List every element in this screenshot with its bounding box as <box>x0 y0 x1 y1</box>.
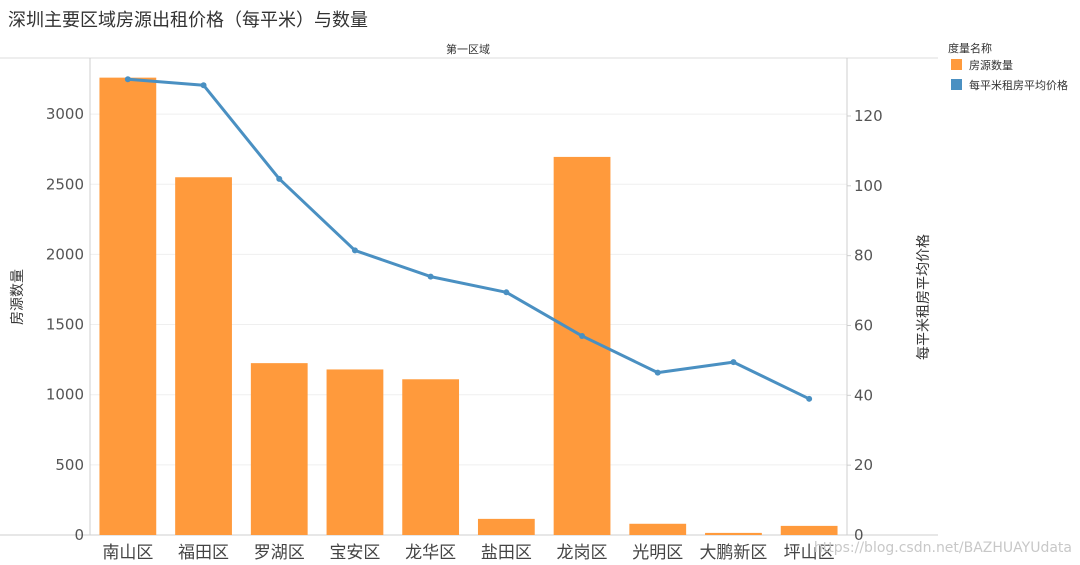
line-point <box>276 175 283 182</box>
bar <box>402 379 460 535</box>
y-tick-label: 2500 <box>46 175 84 193</box>
x-tick-label: 光明区 <box>632 543 683 563</box>
y-right-tick-label: 20 <box>854 456 873 474</box>
line-point <box>579 332 586 339</box>
y-tick-label: 500 <box>55 456 84 474</box>
y-right-tick-label: 0 <box>854 526 864 544</box>
right-axis-ticks: 0 20 40 60 80 100 120 <box>847 107 883 544</box>
line-point <box>730 359 737 366</box>
bar <box>250 363 308 535</box>
y-tick-label: 3000 <box>46 105 84 123</box>
legend: 度量名称 房源数量 每平米租房平均价格 <box>948 41 1068 92</box>
bar <box>175 177 232 535</box>
x-tick-label: 龙岗区 <box>557 543 608 563</box>
legend-swatch-line <box>951 79 962 90</box>
line-point <box>351 247 358 254</box>
price-line <box>127 77 810 401</box>
y-axis-title: 房源数量 <box>10 269 26 325</box>
left-axis-ticks: 0 500 1000 1500 2000 2500 3000 <box>46 105 84 544</box>
category-labels: 南山区 福田区 罗湖区 宝安区 龙华区 盐田区 龙岗区 光明区 大鹏新区 坪山区 <box>102 543 834 563</box>
x-tick-label: 坪山区 <box>784 543 835 563</box>
line-point <box>200 82 207 89</box>
line-point <box>503 289 510 296</box>
legend-label-bar: 房源数量 <box>969 58 1013 72</box>
watermark: https://blog.csdn.net/BAZHUAYUdata <box>814 540 1072 556</box>
x-tick-label: 龙华区 <box>405 543 456 563</box>
y-right-tick-label: 100 <box>854 177 883 195</box>
legend-label-line: 每平米租房平均价格 <box>969 78 1068 92</box>
x-tick-label: 罗湖区 <box>254 543 305 563</box>
y-tick-label: 1000 <box>46 386 84 404</box>
line-series <box>124 76 813 402</box>
legend-swatch-bar <box>951 59 962 70</box>
x-tick-label: 福田区 <box>178 543 229 563</box>
bar <box>780 525 838 535</box>
y-tick-label: 0 <box>74 526 84 544</box>
bar <box>705 532 762 535</box>
bar-series <box>99 77 838 535</box>
bar <box>99 77 157 535</box>
y-tick-label: 1500 <box>46 316 84 334</box>
x-tick-label: 盐田区 <box>481 543 532 563</box>
y-right-tick-label: 40 <box>854 386 873 404</box>
line-point <box>427 273 434 280</box>
y-axis-right-title: 每平米租房平均价格 <box>916 234 932 360</box>
y-tick-label: 2000 <box>46 245 84 263</box>
x-tick-label: 南山区 <box>102 543 153 563</box>
x-tick-label: 大鹏新区 <box>699 543 767 563</box>
line-point <box>124 76 131 83</box>
legend-title: 度量名称 <box>948 41 992 55</box>
bar <box>629 523 687 535</box>
line-point <box>806 395 813 402</box>
line-point <box>654 369 661 376</box>
y-right-tick-label: 80 <box>854 247 873 265</box>
bar <box>477 518 535 535</box>
panel-title: 第一区域 <box>446 42 490 56</box>
y-right-tick-label: 60 <box>854 316 873 334</box>
y-right-tick-label: 120 <box>854 107 883 125</box>
bar <box>326 369 384 535</box>
x-tick-label: 宝安区 <box>329 543 380 563</box>
chart-title: 深圳主要区域房源出租价格（每平米）与数量 <box>8 10 368 31</box>
